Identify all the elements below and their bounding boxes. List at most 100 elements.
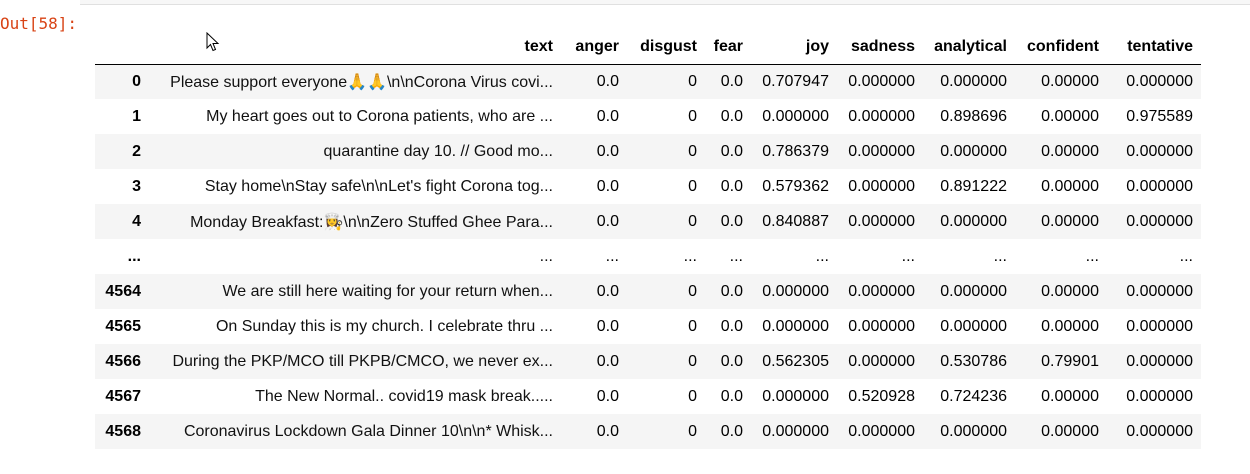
cell-analytical: 0.000000 bbox=[940, 422, 1007, 440]
cell-tentative: 0.000000 bbox=[1126, 387, 1193, 405]
column-header-joy: joy bbox=[751, 29, 837, 65]
dataframe-table: text anger disgust fear joy sadness anal… bbox=[95, 29, 1201, 449]
cell-analytical: 0.000000 bbox=[940, 142, 1007, 160]
cell-sadness: 0.000000 bbox=[848, 282, 915, 300]
cell-joy: 0.707947 bbox=[762, 72, 829, 90]
cell-disgust: 0 bbox=[688, 177, 697, 195]
cell-confident: 0.00000 bbox=[1041, 72, 1099, 90]
cell-text: ... bbox=[539, 247, 553, 265]
cell-fear: 0.0 bbox=[720, 107, 743, 125]
column-header-anger: anger bbox=[561, 29, 627, 65]
cell-analytical: 0.724236 bbox=[940, 387, 1007, 405]
cell-tentative: ... bbox=[1179, 247, 1193, 265]
row-index: 4564 bbox=[105, 282, 141, 300]
row-index: 4565 bbox=[105, 317, 141, 335]
cell-top-border bbox=[80, 0, 1250, 5]
table-row: 4566 During the PKP/MCO till PKPB/CMCO, w… bbox=[95, 344, 1201, 379]
cell-analytical: 0.000000 bbox=[940, 72, 1007, 90]
cell-confident: 0.00000 bbox=[1041, 317, 1099, 335]
cell-analytical: 0.000000 bbox=[940, 317, 1007, 335]
cell-joy: 0.786379 bbox=[762, 142, 829, 160]
cell-tentative: 0.975589 bbox=[1126, 107, 1193, 125]
cell-sadness: 0.520928 bbox=[848, 387, 915, 405]
row-index: 2 bbox=[132, 142, 141, 160]
cell-confident: 0.00000 bbox=[1041, 422, 1099, 440]
cell-disgust: 0 bbox=[688, 282, 697, 300]
column-header-text: text bbox=[149, 29, 561, 65]
column-header-confident: confident bbox=[1015, 29, 1107, 65]
cell-disgust: 0 bbox=[688, 212, 697, 230]
cell-joy: 0.000000 bbox=[762, 422, 829, 440]
row-index: 4566 bbox=[105, 352, 141, 370]
cell-analytical: 0.891222 bbox=[940, 177, 1007, 195]
index-header bbox=[95, 29, 149, 65]
cell-tentative: 0.000000 bbox=[1126, 422, 1193, 440]
column-header-disgust: disgust bbox=[627, 29, 705, 65]
cell-anger: 0.0 bbox=[596, 317, 619, 335]
cell-disgust: 0 bbox=[688, 107, 697, 125]
column-header-analytical: analytical bbox=[923, 29, 1015, 65]
cell-text: We are still here waiting for your retur… bbox=[222, 282, 553, 300]
cell-confident: ... bbox=[1085, 247, 1099, 265]
cell-text: The New Normal.. covid19 mask break..... bbox=[255, 387, 553, 405]
cell-fear: 0.0 bbox=[720, 317, 743, 335]
cell-tentative: 0.000000 bbox=[1126, 72, 1193, 90]
header-row: text anger disgust fear joy sadness anal… bbox=[95, 29, 1201, 65]
cell-anger: 0.0 bbox=[596, 107, 619, 125]
cell-text: Stay home\nStay safe\n\nLet's fight Coro… bbox=[204, 177, 553, 195]
cell-confident: 0.00000 bbox=[1041, 387, 1099, 405]
cell-fear: 0.0 bbox=[720, 387, 743, 405]
cell-fear: 0.0 bbox=[720, 177, 743, 195]
cell-anger: 0.0 bbox=[596, 352, 619, 370]
cell-disgust: 0 bbox=[688, 72, 697, 90]
cell-confident: 0.00000 bbox=[1041, 142, 1099, 160]
column-header-fear: fear bbox=[705, 29, 751, 65]
row-index: 4568 bbox=[105, 422, 141, 440]
cell-anger: 0.0 bbox=[596, 72, 619, 90]
cell-confident: 0.00000 bbox=[1041, 177, 1099, 195]
cell-sadness: 0.000000 bbox=[848, 212, 915, 230]
cell-analytical: 0.898696 bbox=[940, 107, 1007, 125]
cell-anger: ... bbox=[605, 247, 619, 265]
cell-joy: 0.562305 bbox=[762, 352, 829, 370]
cell-sadness: 0.000000 bbox=[848, 422, 915, 440]
cell-sadness: ... bbox=[901, 247, 915, 265]
cell-anger: 0.0 bbox=[596, 212, 619, 230]
cell-anger: 0.0 bbox=[596, 387, 619, 405]
table-row: 3 Stay home\nStay safe\n\nLet's fight Cor… bbox=[95, 169, 1201, 204]
table-row: 2 quarantine day 10. // Good mo... 0.0 0 0.0… bbox=[95, 134, 1201, 169]
cell-tentative: 0.000000 bbox=[1126, 352, 1193, 370]
cell-anger: 0.0 bbox=[596, 422, 619, 440]
cell-anger: 0.0 bbox=[596, 282, 619, 300]
cell-fear: 0.0 bbox=[720, 212, 743, 230]
cell-analytical: ... bbox=[993, 247, 1007, 265]
cell-joy: 0.840887 bbox=[762, 212, 829, 230]
cell-disgust: 0 bbox=[688, 387, 697, 405]
cell-sadness: 0.000000 bbox=[848, 177, 915, 195]
table-row: 4568 Coronavirus Lockdown Gala Dinner 10\… bbox=[95, 414, 1201, 449]
table-row: 4567 The New Normal.. covid19 mask break.… bbox=[95, 379, 1201, 414]
cell-fear: 0.0 bbox=[720, 352, 743, 370]
table-row: 4 Monday Breakfast:👩‍🍳\n\nZero Stuffed Gh… bbox=[95, 204, 1201, 239]
cell-tentative: 0.000000 bbox=[1126, 317, 1193, 335]
cell-analytical: 0.000000 bbox=[940, 212, 1007, 230]
table-row: 4564 We are still here waiting for your r… bbox=[95, 274, 1201, 309]
column-header-sadness: sadness bbox=[837, 29, 923, 65]
cell-sadness: 0.000000 bbox=[848, 317, 915, 335]
cell-disgust: 0 bbox=[688, 142, 697, 160]
row-index: 4567 bbox=[105, 387, 141, 405]
table-row: 0 Please support everyone🙏🙏\n\nCorona Vir… bbox=[95, 64, 1201, 99]
table-row: 4565 On Sunday this is my church. I celeb… bbox=[95, 309, 1201, 344]
cell-text: My heart goes out to Corona patients, wh… bbox=[206, 107, 553, 125]
cell-tentative: 0.000000 bbox=[1126, 212, 1193, 230]
cell-fear: 0.0 bbox=[720, 72, 743, 90]
cell-fear: 0.0 bbox=[720, 142, 743, 160]
row-index: 0 bbox=[132, 72, 141, 90]
cell-fear: 0.0 bbox=[720, 422, 743, 440]
cell-text: On Sunday this is my church. I celebrate… bbox=[215, 317, 553, 335]
cell-sadness: 0.000000 bbox=[848, 72, 915, 90]
row-index: 3 bbox=[132, 177, 141, 195]
row-index: 4 bbox=[132, 212, 141, 230]
cell-anger: 0.0 bbox=[596, 177, 619, 195]
cell-text: Coronavirus Lockdown Gala Dinner 10\n\n*… bbox=[183, 422, 553, 440]
